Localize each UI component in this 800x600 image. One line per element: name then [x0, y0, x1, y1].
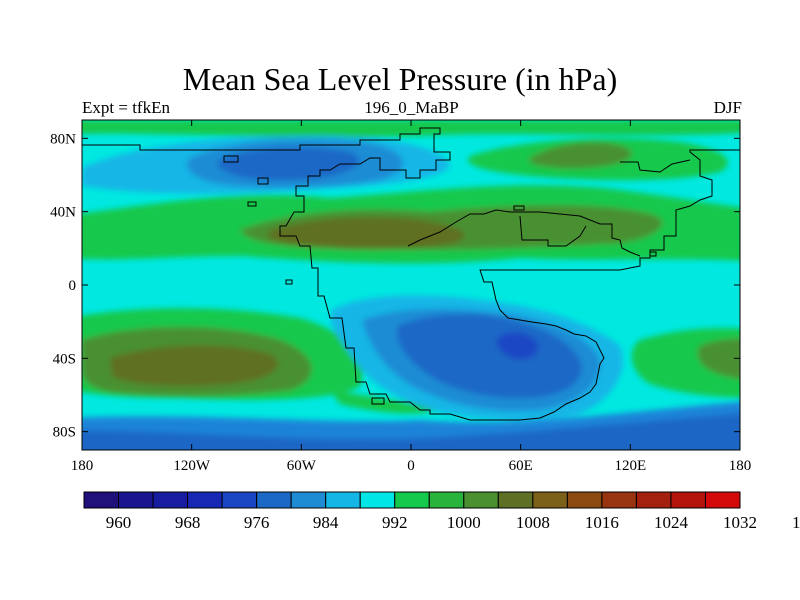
colorbar-swatch	[601, 491, 637, 509]
colorbar-label: 1024	[654, 513, 689, 532]
colorbar-swatch	[187, 491, 223, 509]
period-label: 196_0_MaBP	[364, 98, 459, 117]
colorbar-label: 1016	[585, 513, 619, 532]
coastline-island-3	[247, 201, 257, 207]
coastline-island-5	[371, 397, 385, 405]
southern-low-continent-deep	[397, 314, 582, 398]
x-tick-label: 120W	[173, 458, 211, 474]
coastline-island-6	[649, 251, 657, 257]
coastline-siberia	[620, 159, 691, 173]
coastline-island-2	[257, 177, 269, 185]
x-tick-label: 180	[71, 458, 94, 474]
colorbar-swatch	[221, 491, 258, 509]
colorbar-label: 1032	[723, 513, 757, 532]
colorbar-label: 976	[244, 513, 270, 532]
colorbar-swatch	[256, 491, 292, 509]
colorbar-label: 1000	[447, 513, 481, 532]
northern-high-patch-core	[529, 142, 632, 169]
colorbar-label: 1008	[516, 513, 550, 532]
southern-high-west-max	[110, 345, 278, 386]
colorbar-swatch	[635, 491, 672, 509]
coastlines	[82, 127, 740, 421]
x-axis: 180 120W 60W 0 60E 120E 180	[71, 120, 752, 474]
southern-low-band-deep	[82, 413, 740, 450]
colorbar-swatch	[394, 491, 430, 509]
y-tick-label: 80S	[53, 425, 76, 441]
x-tick-label: 0	[407, 458, 415, 474]
y-tick-label: 0	[69, 278, 77, 294]
southern-high-band	[330, 390, 440, 414]
colorbar-swatch	[152, 491, 189, 509]
colorbar-label: 960	[106, 513, 132, 532]
coastline-north-continent	[82, 127, 740, 421]
map-frame: 180 120W 60W 0 60E 120E 180 80N 40N 0 40S 80S	[50, 119, 752, 474]
colorbar-swatch	[83, 491, 120, 509]
southern-high-east-core	[697, 338, 740, 379]
x-tick-label: 120E	[614, 458, 646, 474]
season-label: DJF	[713, 98, 742, 117]
coastline-island-7	[513, 205, 525, 211]
pressure-colorbar: 960 968 976 984 992 1000 1008 1016 1024 1032 1040	[83, 491, 800, 532]
colorbar-swatch	[359, 491, 396, 509]
colorbar-swatch	[566, 491, 603, 509]
colorbar-swatch	[118, 491, 154, 509]
x-tick-label: 60W	[287, 458, 317, 474]
x-tick-label: 180	[729, 458, 752, 474]
y-tick-label: 80N	[50, 131, 76, 147]
map-title: Mean Sea Level Pressure (in hPa)	[182, 61, 618, 97]
colorbar-swatch	[428, 491, 465, 509]
pressure-field	[82, 120, 740, 450]
colorbar-swatch	[463, 491, 499, 509]
north-subtropical-high-max	[267, 217, 465, 250]
southern-low-continent-center	[496, 332, 539, 360]
colorbar-swatch	[532, 491, 568, 509]
arctic-high-band	[82, 120, 740, 138]
y-tick-label: 40S	[53, 351, 76, 367]
y-axis: 80N 40N 0 40S 80S	[50, 131, 740, 441]
experiment-label: Expt = tfkEn	[82, 98, 170, 117]
colorbar-swatch	[325, 491, 361, 509]
colorbar-label: 968	[175, 513, 201, 532]
colorbar-label: 1040	[792, 513, 800, 532]
colorbar-swatch	[670, 491, 706, 509]
colorbar-swatch	[290, 491, 327, 509]
colorbar-swatch	[497, 491, 534, 509]
coastline-inner-north	[407, 209, 641, 257]
coastline-island-4	[285, 279, 293, 285]
northern-low-center	[217, 147, 360, 180]
colorbar-label: 992	[382, 513, 408, 532]
colorbar-swatch	[704, 491, 741, 509]
x-tick-label: 60E	[509, 458, 533, 474]
coastline-island-1	[223, 155, 239, 163]
colorbar-label: 984	[313, 513, 339, 532]
coastline-inner-east	[519, 215, 587, 247]
y-tick-label: 40N	[50, 205, 76, 221]
